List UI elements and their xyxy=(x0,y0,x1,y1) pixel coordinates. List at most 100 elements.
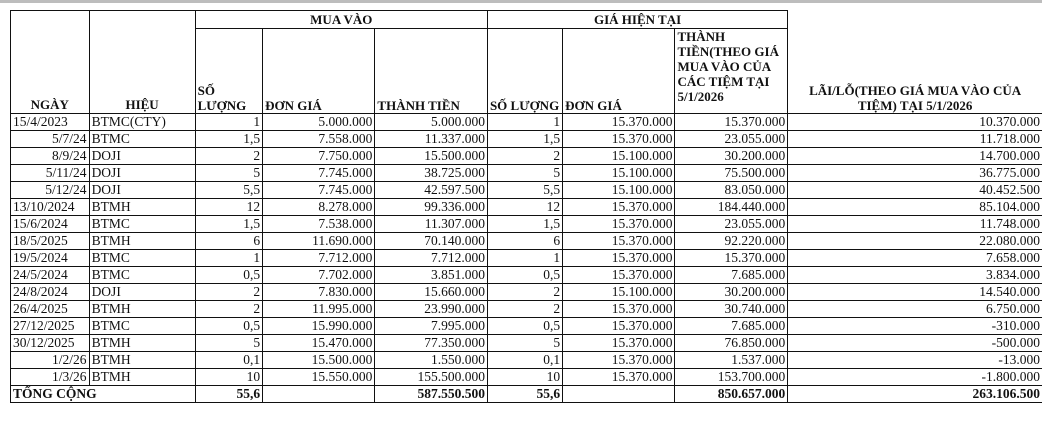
gold-investment-table: NGÀY HIỆU MUA VÀO GIÁ HIỆN TẠI LÃI/LỖ(TH… xyxy=(10,10,1042,403)
cell-don-gia: 15.990.000 xyxy=(262,317,376,335)
cell-thanh-tien: 15.500.000 xyxy=(374,147,488,165)
cell-don-gia-hien-tai: 15.370.000 xyxy=(562,249,676,267)
cell-hieu: DOJI xyxy=(88,181,196,199)
cell-ngay: 24/5/2024 xyxy=(10,266,90,284)
table-row: 5/7/24 BTMC 1,5 7.558.000 11.337.000 1,5 15.37… xyxy=(10,130,1042,148)
total-thanh-tien-hien-tai: 850.657.000 xyxy=(674,385,789,403)
table-row: 24/5/2024 BTMC 0,5 7.702.000 3.851.000 0,5 15.… xyxy=(10,266,1042,284)
header-so-luong: SỐ LƯỢNG xyxy=(194,28,264,114)
cell-don-gia: 7.830.000 xyxy=(262,283,376,301)
cell-don-gia-hien-tai: 15.370.000 xyxy=(562,266,676,284)
total-don-gia-hien-tai-empty xyxy=(562,385,676,403)
total-don-gia-empty xyxy=(262,385,376,403)
cell-so-luong: 1 xyxy=(194,113,264,131)
cell-ngay: 1/3/26 xyxy=(10,368,90,386)
total-so-luong-hien-tai: 55,6 xyxy=(486,385,564,403)
cell-hieu: BTMH xyxy=(88,334,196,352)
cell-don-gia: 7.538.000 xyxy=(262,215,376,233)
cell-so-luong-hien-tai: 2 xyxy=(486,147,564,165)
cell-lai-lo: 6.750.000 xyxy=(787,300,1042,318)
cell-hieu: BTMH xyxy=(88,351,196,369)
cell-thanh-tien: 1.550.000 xyxy=(374,351,488,369)
cell-thanh-tien-hien-tai: 30.200.000 xyxy=(674,147,789,165)
cell-hieu: BTMC xyxy=(88,130,196,148)
cell-don-gia: 7.750.000 xyxy=(262,147,376,165)
cell-thanh-tien: 70.140.000 xyxy=(374,232,488,250)
cell-so-luong-hien-tai: 1,5 xyxy=(486,130,564,148)
cell-ngay: 26/4/2025 xyxy=(10,300,90,318)
cell-ngay: 27/12/2025 xyxy=(10,317,90,335)
cell-so-luong: 0,1 xyxy=(194,351,264,369)
cell-ngay: 19/5/2024 xyxy=(10,249,90,267)
cell-thanh-tien: 23.990.000 xyxy=(374,300,488,318)
cell-so-luong-hien-tai: 1 xyxy=(486,113,564,131)
cell-ngay: 15/6/2024 xyxy=(10,215,90,233)
cell-hieu: DOJI xyxy=(88,147,196,165)
cell-so-luong: 2 xyxy=(194,283,264,301)
cell-so-luong-hien-tai: 0,5 xyxy=(486,317,564,335)
table-body: 15/4/2023 BTMC(CTY) 1 5.000.000 5.000.000 1 15… xyxy=(10,113,1042,386)
cell-don-gia-hien-tai: 15.370.000 xyxy=(562,232,676,250)
cell-don-gia: 7.558.000 xyxy=(262,130,376,148)
cell-thanh-tien: 7.995.000 xyxy=(374,317,488,335)
cell-thanh-tien-hien-tai: 23.055.000 xyxy=(674,130,789,148)
cell-hieu: BTMC(CTY) xyxy=(88,113,196,131)
cell-thanh-tien-hien-tai: 76.850.000 xyxy=(674,334,789,352)
table-row: 1/2/26 BTMH 0,1 15.500.000 1.550.000 0,1 15.37… xyxy=(10,351,1042,369)
cell-so-luong-hien-tai: 5,5 xyxy=(486,181,564,199)
cell-don-gia-hien-tai: 15.370.000 xyxy=(562,351,676,369)
table-row: 30/12/2025 BTMH 5 15.470.000 77.350.000 5 15.3… xyxy=(10,334,1042,352)
header-hieu: HIỆU xyxy=(88,10,196,114)
header-don-gia-hien-tai: ĐƠN GIÁ xyxy=(562,28,676,114)
cell-don-gia: 7.745.000 xyxy=(262,181,376,199)
cell-lai-lo: 14.540.000 xyxy=(787,283,1042,301)
cell-thanh-tien: 11.337.000 xyxy=(374,130,488,148)
cell-hieu: BTMC xyxy=(88,317,196,335)
cell-thanh-tien-hien-tai: 30.740.000 xyxy=(674,300,789,318)
cell-hieu: DOJI xyxy=(88,283,196,301)
total-so-luong: 55,6 xyxy=(194,385,264,403)
cell-thanh-tien-hien-tai: 184.440.000 xyxy=(674,198,789,216)
header-thanh-tien: THÀNH TIỀN xyxy=(374,28,488,114)
cell-don-gia: 15.550.000 xyxy=(262,368,376,386)
cell-ngay: 8/9/24 xyxy=(10,147,90,165)
cell-ngay: 5/12/24 xyxy=(10,181,90,199)
cell-so-luong: 0,5 xyxy=(194,266,264,284)
cell-don-gia: 15.500.000 xyxy=(262,351,376,369)
cell-hieu: BTMH xyxy=(88,232,196,250)
cell-hieu: BTMC xyxy=(88,266,196,284)
cell-lai-lo: 14.700.000 xyxy=(787,147,1042,165)
cell-so-luong-hien-tai: 0,5 xyxy=(486,266,564,284)
cell-lai-lo: -13.000 xyxy=(787,351,1042,369)
cell-don-gia-hien-tai: 15.370.000 xyxy=(562,368,676,386)
cell-thanh-tien-hien-tai: 7.685.000 xyxy=(674,266,789,284)
cell-don-gia-hien-tai: 15.370.000 xyxy=(562,334,676,352)
cell-so-luong: 2 xyxy=(194,147,264,165)
cell-ngay: 5/7/24 xyxy=(10,130,90,148)
cell-so-luong: 2 xyxy=(194,300,264,318)
header-group-gia-hien-tai: GIÁ HIỆN TẠI xyxy=(486,10,789,29)
cell-ngay: 30/12/2025 xyxy=(10,334,90,352)
cell-don-gia: 7.745.000 xyxy=(262,164,376,182)
cell-ngay: 13/10/2024 xyxy=(10,198,90,216)
cell-don-gia-hien-tai: 15.370.000 xyxy=(562,113,676,131)
cell-thanh-tien: 3.851.000 xyxy=(374,266,488,284)
cell-thanh-tien-hien-tai: 15.370.000 xyxy=(674,113,789,131)
cell-thanh-tien: 155.500.000 xyxy=(374,368,488,386)
cell-hieu: BTMC xyxy=(88,215,196,233)
cell-ngay: 18/5/2025 xyxy=(10,232,90,250)
cell-so-luong-hien-tai: 5 xyxy=(486,334,564,352)
cell-lai-lo: 3.834.000 xyxy=(787,266,1042,284)
cell-don-gia: 7.712.000 xyxy=(262,249,376,267)
header-group-mua-vao: MUA VÀO xyxy=(194,10,488,29)
table-row: 18/5/2025 BTMH 6 11.690.000 70.140.000 6 15.37… xyxy=(10,232,1042,250)
cell-hieu: BTMH xyxy=(88,198,196,216)
cell-hieu: BTMC xyxy=(88,249,196,267)
cell-don-gia: 11.690.000 xyxy=(262,232,376,250)
header-so-luong-hien-tai: SỐ LƯỢNG xyxy=(486,28,564,114)
cell-thanh-tien: 15.660.000 xyxy=(374,283,488,301)
total-thanh-tien: 587.550.500 xyxy=(374,385,488,403)
table-row: 27/12/2025 BTMC 0,5 15.990.000 7.995.000 0,5 1… xyxy=(10,317,1042,335)
cell-thanh-tien-hien-tai: 153.700.000 xyxy=(674,368,789,386)
cell-lai-lo: 40.452.500 xyxy=(787,181,1042,199)
